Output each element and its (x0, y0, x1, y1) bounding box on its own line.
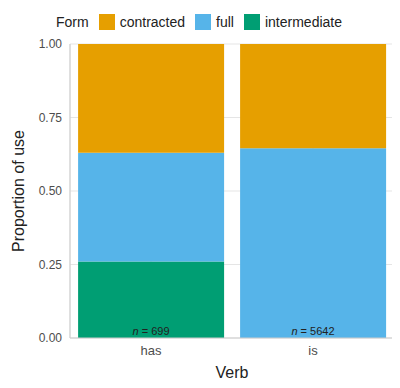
svg-text:0.50: 0.50 (39, 184, 63, 198)
html-text:Form: Form (56, 14, 89, 30)
svg-text:n = 5642: n = 5642 (291, 325, 334, 337)
svg-text:Proportion of use: Proportion of use (10, 130, 27, 252)
svg-text:0.75: 0.75 (39, 111, 63, 125)
svg-text:has: has (141, 343, 162, 358)
svg-text:0.00: 0.00 (39, 331, 63, 345)
svg-text:Verb: Verb (216, 364, 249, 381)
html-text:intermediate: intermediate (265, 14, 342, 30)
html-text:full: full (216, 14, 234, 30)
svg-text:0.25: 0.25 (39, 258, 63, 272)
svg-text:1.00: 1.00 (39, 37, 63, 51)
svg-text:n = 699: n = 699 (132, 325, 169, 337)
html-text:contracted: contracted (119, 14, 185, 30)
svg-text:is: is (308, 343, 318, 358)
